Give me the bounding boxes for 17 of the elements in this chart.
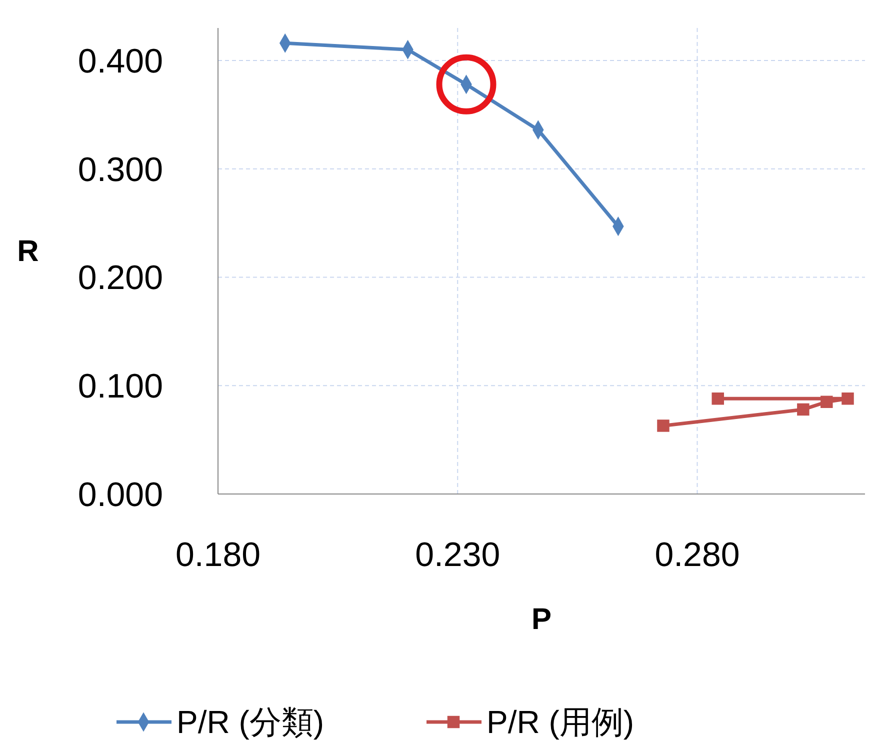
y-tick-label: 0.100 [78,368,163,406]
x-tick-label: 0.280 [654,536,740,574]
y-tick-label: 0.300 [78,150,163,189]
y-tick-label: 0.200 [78,259,163,298]
point [797,403,810,416]
point [712,392,724,405]
x-tick-label: 0.180 [175,536,261,574]
y-tick-label: 0.400 [78,42,163,80]
point [842,392,854,405]
legend-label: P/R (分類) [176,704,324,740]
x-tick-label: 0.230 [415,536,500,574]
legend-label: P/R (用例) [486,704,634,740]
y-tick-label: 0.000 [78,476,163,514]
x-axis-title: P [531,603,552,636]
point [820,396,833,408]
point [657,420,670,432]
y-axis-title: R [17,235,40,268]
